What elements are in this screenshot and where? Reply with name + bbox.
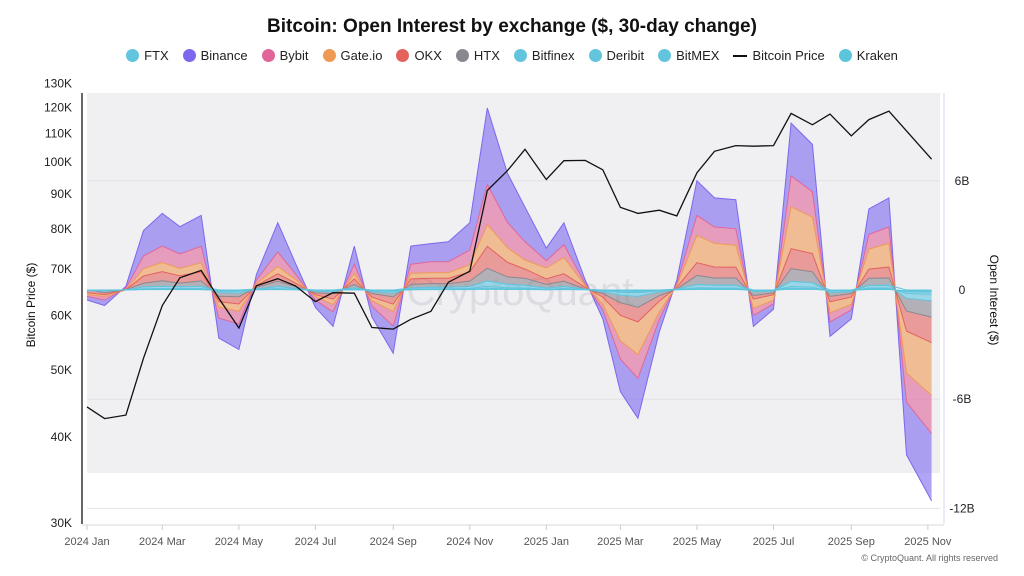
x-tick-label: 2024 Jul xyxy=(295,536,337,548)
legend-label: Bybit xyxy=(279,48,309,63)
left-tick-label: 90K xyxy=(51,187,72,201)
legend-label: OKX xyxy=(414,48,442,63)
legend-marker xyxy=(838,49,852,62)
right-tick-label: 6B xyxy=(955,174,970,188)
legend-label: Gate.io xyxy=(340,48,383,63)
legend-marker xyxy=(513,49,527,62)
left-tick-label: 80K xyxy=(51,222,72,236)
area-okx xyxy=(87,246,932,343)
x-tick-label: 2025 Mar xyxy=(597,536,644,548)
area-binance xyxy=(87,108,932,501)
left-tick-label: 100K xyxy=(44,155,72,169)
legend-item-bitmex[interactable]: BitMEX xyxy=(658,48,719,63)
area-htx xyxy=(87,268,932,318)
right-tick-label: -6B xyxy=(953,392,972,406)
left-tick-label: 130K xyxy=(44,77,72,91)
area-bybit xyxy=(87,175,932,434)
legend-marker xyxy=(182,49,196,62)
left-tick-label: 50K xyxy=(51,363,72,377)
legend-label: Binance xyxy=(200,48,248,63)
area-bitfinex xyxy=(87,280,932,301)
bitcoin-price-line xyxy=(86,110,933,420)
left-tick-label: 30K xyxy=(51,516,72,530)
x-tick-label: 2024 Nov xyxy=(446,536,494,548)
legend-item-gate-io[interactable]: Gate.io xyxy=(322,48,383,63)
line-okx xyxy=(86,245,932,344)
legend-item-bitfinex[interactable]: Bitfinex xyxy=(513,48,575,63)
right-axis-title: Open Interest ($) xyxy=(987,255,1001,346)
x-tick-label: 2025 Jul xyxy=(753,536,795,548)
left-tick-label: 70K xyxy=(51,262,72,276)
line-bybit xyxy=(86,174,932,434)
legend-item-bybit[interactable]: Bybit xyxy=(261,48,309,63)
x-tick-label: 2025 Jan xyxy=(524,536,569,548)
legend-marker xyxy=(588,49,602,62)
legend: FTX Binance Bybit Gate.io OKX HTX Bitfinex Deri… xyxy=(0,48,1024,63)
legend-marker xyxy=(322,49,336,62)
legend-label: FTX xyxy=(144,48,169,63)
legend-label: HTX xyxy=(473,48,500,63)
x-tick-label: 2024 Mar xyxy=(139,536,186,548)
legend-label: BitMEX xyxy=(676,48,720,63)
legend-item-kraken[interactable]: Kraken xyxy=(838,48,898,63)
legend-marker xyxy=(733,54,748,57)
x-tick-label: 2025 Nov xyxy=(904,536,952,548)
left-tick-label: 120K xyxy=(44,101,72,115)
legend-marker xyxy=(658,49,672,62)
legend-marker xyxy=(261,49,275,62)
legend-label: Bitcoin Price xyxy=(752,48,825,63)
x-tick-label: 2024 May xyxy=(215,536,264,548)
copyright: © CryptoQuant. All rights reserved xyxy=(861,553,998,563)
legend-item-bitcoin-price[interactable]: Bitcoin Price xyxy=(733,48,825,63)
legend-item-okx[interactable]: OKX xyxy=(396,48,442,63)
left-axis-title: Bitcoin Price ($) xyxy=(24,263,38,348)
left-tick-label: 40K xyxy=(51,430,72,444)
legend-marker xyxy=(126,49,140,62)
line-deribit xyxy=(87,285,932,295)
legend-item-binance[interactable]: Binance xyxy=(182,48,248,63)
x-tick-label: 2024 Jan xyxy=(64,536,109,548)
area-gate-io xyxy=(87,206,932,396)
legend-label: Kraken xyxy=(856,48,898,63)
left-tick-label: 110K xyxy=(45,127,72,141)
x-tick-label: 2024 Sep xyxy=(370,536,417,548)
right-tick-label: -12B xyxy=(949,501,974,515)
line-kraken xyxy=(87,288,932,292)
right-tick-label: 0 xyxy=(959,283,966,297)
x-tick-label: 2025 Sep xyxy=(828,536,875,548)
legend-item-deribit[interactable]: Deribit xyxy=(588,48,645,63)
legend-label: Deribit xyxy=(606,48,645,63)
legend-label: Bitfinex xyxy=(531,48,575,63)
line-htx xyxy=(86,267,932,318)
line-binance xyxy=(86,107,933,502)
legend-marker xyxy=(455,49,469,62)
left-tick-label: 60K xyxy=(51,308,72,322)
chart-title: Bitcoin: Open Interest by exchange ($, 3… xyxy=(267,16,757,37)
line-bitfinex xyxy=(87,280,932,302)
legend-item-ftx[interactable]: FTX xyxy=(126,48,169,63)
x-tick-label: 2025 May xyxy=(673,536,722,548)
legend-item-htx[interactable]: HTX xyxy=(455,48,500,63)
legend-marker xyxy=(396,49,410,62)
